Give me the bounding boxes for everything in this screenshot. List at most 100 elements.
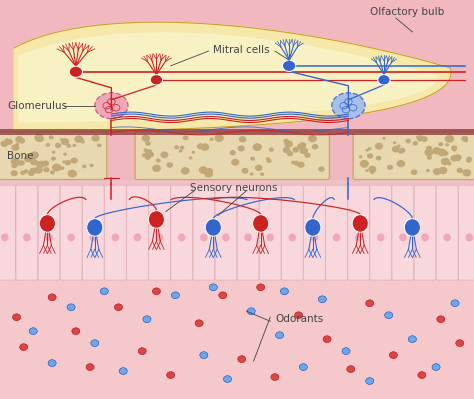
Ellipse shape	[305, 219, 321, 236]
Circle shape	[62, 160, 66, 164]
Circle shape	[383, 137, 386, 140]
Ellipse shape	[111, 233, 119, 241]
Circle shape	[24, 156, 32, 162]
Circle shape	[250, 172, 254, 176]
Circle shape	[451, 300, 459, 306]
Circle shape	[437, 316, 445, 322]
FancyBboxPatch shape	[436, 185, 458, 280]
Circle shape	[463, 169, 471, 176]
Circle shape	[368, 147, 372, 150]
Circle shape	[418, 372, 426, 378]
Circle shape	[260, 172, 264, 176]
Circle shape	[239, 136, 246, 142]
Ellipse shape	[156, 233, 164, 241]
Ellipse shape	[23, 233, 31, 241]
FancyBboxPatch shape	[282, 185, 303, 280]
Circle shape	[302, 148, 308, 153]
Circle shape	[10, 170, 18, 176]
FancyBboxPatch shape	[149, 185, 171, 280]
Circle shape	[457, 169, 462, 173]
Circle shape	[424, 149, 433, 156]
Circle shape	[253, 143, 262, 151]
Circle shape	[342, 348, 350, 355]
Circle shape	[283, 139, 289, 143]
Circle shape	[299, 142, 306, 148]
FancyBboxPatch shape	[458, 185, 474, 280]
Circle shape	[237, 356, 246, 362]
Circle shape	[48, 294, 56, 301]
Circle shape	[13, 314, 21, 321]
FancyBboxPatch shape	[259, 185, 281, 280]
Circle shape	[215, 134, 224, 142]
Circle shape	[432, 364, 440, 370]
Circle shape	[223, 376, 231, 382]
Circle shape	[445, 135, 454, 143]
Circle shape	[189, 156, 192, 160]
Circle shape	[276, 332, 283, 338]
Circle shape	[28, 170, 35, 176]
Circle shape	[266, 157, 270, 161]
Circle shape	[100, 288, 109, 294]
Circle shape	[81, 141, 84, 144]
Ellipse shape	[355, 233, 363, 241]
Circle shape	[413, 141, 418, 146]
Ellipse shape	[67, 233, 75, 241]
Circle shape	[438, 167, 447, 174]
Circle shape	[61, 166, 64, 170]
Circle shape	[219, 292, 227, 298]
Circle shape	[397, 160, 405, 167]
Circle shape	[398, 148, 404, 154]
Circle shape	[229, 150, 236, 155]
Circle shape	[31, 152, 39, 158]
Ellipse shape	[222, 233, 230, 241]
Ellipse shape	[148, 211, 164, 228]
Circle shape	[91, 134, 100, 142]
Ellipse shape	[90, 233, 97, 241]
Ellipse shape	[244, 233, 252, 241]
Circle shape	[11, 144, 19, 151]
Text: Sensory neurons: Sensory neurons	[190, 182, 277, 193]
Circle shape	[115, 304, 122, 310]
Circle shape	[250, 156, 255, 161]
Circle shape	[156, 158, 161, 163]
Circle shape	[257, 284, 264, 290]
Ellipse shape	[404, 219, 420, 236]
FancyBboxPatch shape	[303, 185, 325, 280]
Circle shape	[408, 336, 416, 342]
Circle shape	[34, 134, 44, 142]
Circle shape	[166, 162, 173, 168]
FancyBboxPatch shape	[215, 185, 237, 280]
Circle shape	[160, 151, 168, 158]
Circle shape	[455, 154, 462, 160]
Circle shape	[297, 162, 305, 168]
Circle shape	[418, 135, 424, 141]
Circle shape	[42, 160, 49, 166]
Text: Odorants: Odorants	[275, 314, 323, 324]
Circle shape	[36, 135, 44, 142]
Circle shape	[426, 169, 430, 172]
Circle shape	[64, 160, 71, 166]
FancyBboxPatch shape	[392, 185, 414, 280]
Circle shape	[441, 159, 445, 162]
Ellipse shape	[332, 93, 365, 119]
Circle shape	[426, 146, 432, 151]
Circle shape	[138, 348, 146, 355]
Circle shape	[181, 167, 190, 175]
Circle shape	[366, 300, 374, 306]
Circle shape	[180, 146, 184, 150]
Circle shape	[18, 138, 25, 144]
Circle shape	[74, 135, 83, 143]
Circle shape	[179, 149, 182, 153]
Circle shape	[300, 147, 308, 154]
Ellipse shape	[1, 233, 9, 241]
Circle shape	[172, 292, 179, 298]
Circle shape	[43, 167, 50, 172]
Circle shape	[237, 145, 245, 152]
Bar	[0, 129, 474, 135]
Ellipse shape	[45, 233, 53, 241]
Circle shape	[297, 143, 305, 150]
Circle shape	[53, 157, 56, 160]
Circle shape	[60, 167, 64, 170]
Ellipse shape	[87, 219, 103, 236]
Circle shape	[393, 141, 396, 144]
